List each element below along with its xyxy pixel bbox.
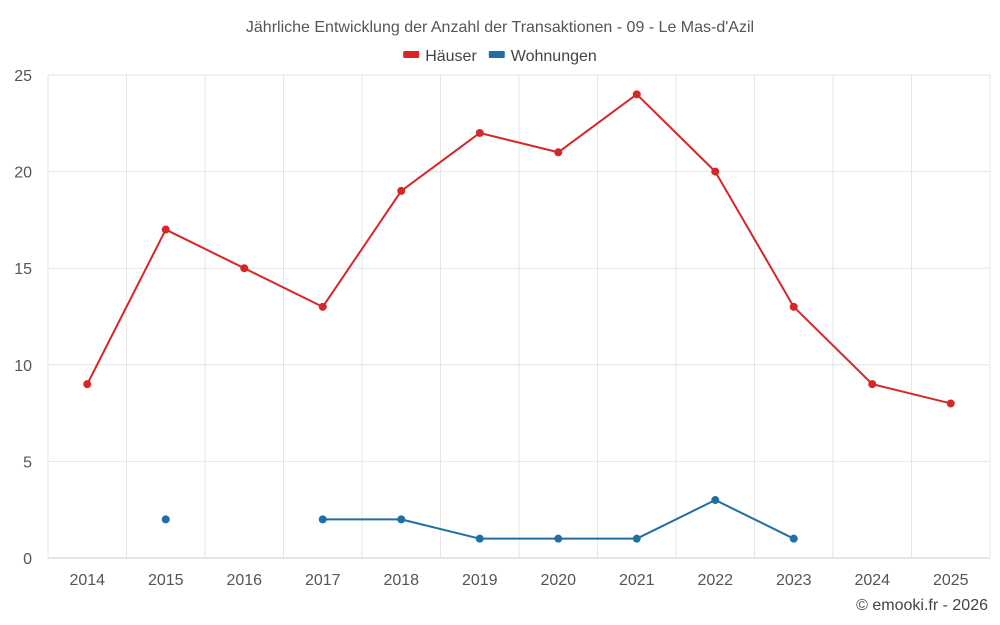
data-point[interactable] [711, 167, 720, 176]
series-line [86, 93, 951, 405]
series-line [322, 499, 795, 540]
data-point[interactable] [946, 399, 955, 408]
y-tick-label: 10 [14, 358, 32, 375]
credit-text: © emooki.fr - 2026 [856, 597, 988, 614]
x-tick-label: 2024 [854, 572, 890, 589]
data-point[interactable] [397, 515, 406, 524]
data-point[interactable] [868, 380, 877, 389]
x-tick-label: 2021 [619, 572, 655, 589]
series-0 [83, 90, 955, 408]
y-axis-ticks: 0 5 10 15 20 25 [14, 68, 32, 568]
y-gridlines [48, 74, 990, 559]
x-tick-label: 2019 [462, 572, 498, 589]
x-tick-label: 2023 [776, 572, 812, 589]
data-point[interactable] [554, 148, 563, 157]
data-point[interactable] [632, 90, 641, 99]
data-point[interactable] [475, 534, 484, 543]
legend-swatch [488, 51, 505, 58]
legend-swatch [403, 51, 420, 58]
x-tick-label: 2015 [148, 572, 184, 589]
data-point[interactable] [318, 302, 327, 311]
x-axis-ticks: 2014 2015 2016 2017 2018 2019 2020 2021 2022 2023… [69, 572, 968, 589]
data-point[interactable] [318, 515, 327, 524]
data-point[interactable] [397, 186, 406, 195]
x-tick-label: 2022 [697, 572, 733, 589]
data-point[interactable] [632, 534, 641, 543]
data-point[interactable] [83, 380, 92, 389]
data-point[interactable] [161, 515, 170, 524]
x-tick-label: 2018 [383, 572, 419, 589]
chart-title: Jährliche Entwicklung der Anzahl der Tra… [246, 19, 754, 36]
data-point[interactable] [240, 264, 249, 273]
legend-label: Häuser [425, 48, 477, 65]
y-tick-label: 25 [14, 68, 32, 85]
legend-label: Wohnungen [511, 48, 597, 65]
data-point[interactable] [789, 302, 798, 311]
data-point[interactable] [554, 534, 563, 543]
x-tick-label: 2017 [305, 572, 341, 589]
x-tick-label: 2014 [69, 572, 105, 589]
y-tick-label: 15 [14, 261, 32, 278]
x-tick-label: 2016 [226, 572, 262, 589]
data-point[interactable] [789, 534, 798, 543]
series-1 [161, 496, 798, 543]
legend: Häuser Wohnungen [403, 48, 597, 65]
y-tick-label: 20 [14, 165, 32, 182]
data-point[interactable] [161, 225, 170, 234]
data-point[interactable] [711, 496, 720, 505]
y-tick-label: 0 [23, 551, 32, 568]
x-gridlines [47, 75, 991, 558]
x-tick-label: 2025 [933, 572, 969, 589]
y-tick-label: 5 [23, 454, 32, 471]
data-point[interactable] [475, 128, 484, 137]
x-tick-label: 2020 [540, 572, 576, 589]
series-layer [83, 90, 955, 543]
